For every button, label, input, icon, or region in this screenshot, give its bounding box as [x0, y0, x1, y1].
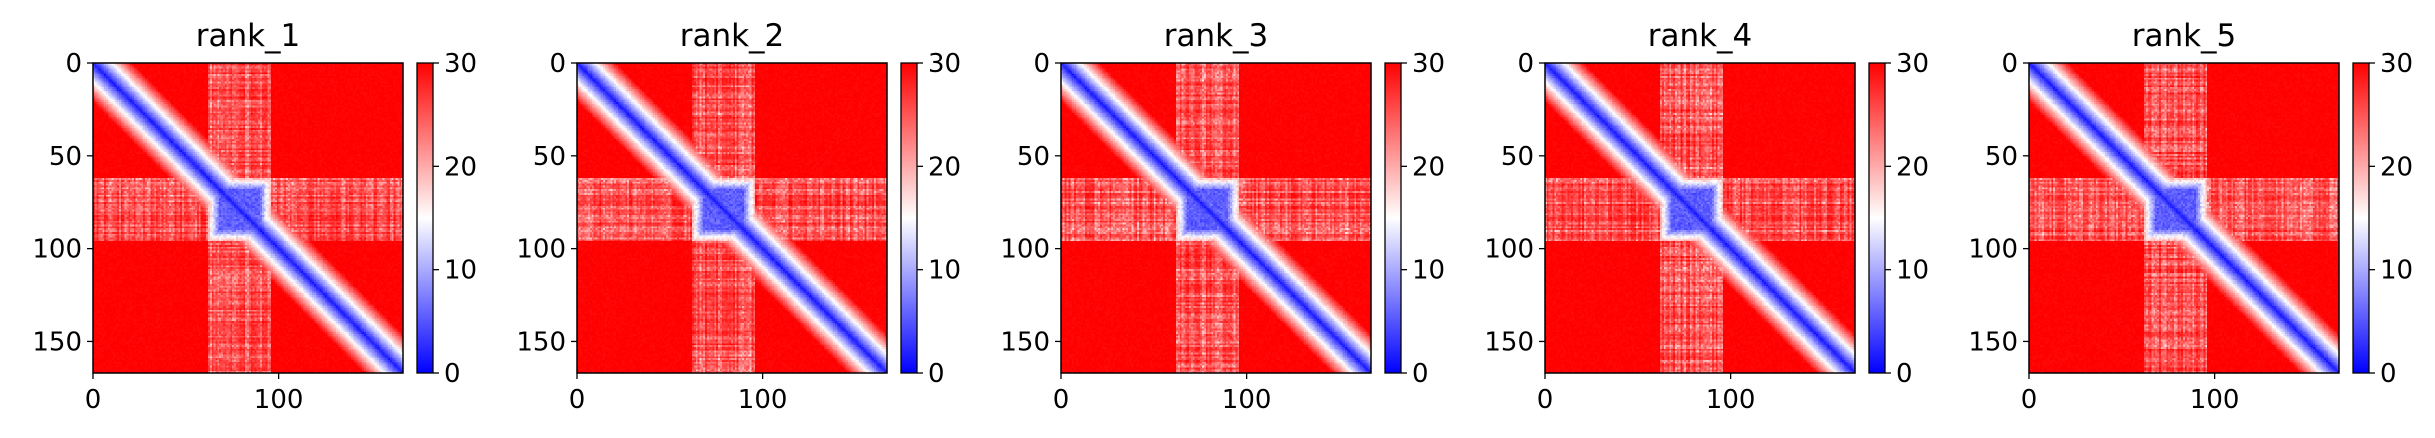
panel-1-title: rank_1: [196, 18, 301, 54]
panel-5-x-tick-label: 0: [2021, 385, 2038, 415]
panel-1-y-tick-label: 150: [32, 327, 82, 357]
panel-1-heatmap: [93, 63, 403, 373]
panel-3-x-tick-label: 100: [1222, 385, 1272, 415]
panel-4-y-tick-label: 50: [1501, 142, 1534, 172]
panel-5-y-tick-label: 0: [2001, 49, 2018, 79]
panel-3-title: rank_3: [1164, 18, 1269, 54]
panel-1-frame: [92, 62, 404, 374]
panel-5-y-tick-label: 100: [1968, 235, 2018, 265]
panel-1-colorbar-tick-label: 0: [444, 359, 461, 389]
panel-1-colorbar-tick-label: 10: [444, 256, 477, 286]
panel-4-y-tick-label: 150: [1484, 327, 1534, 357]
panel-3-colorbar: [1384, 62, 1402, 374]
panel-5-y-tick-label: 150: [1968, 327, 2018, 357]
panel-4-y-tick-label: 100: [1484, 235, 1534, 265]
panel-4-colorbar-tick-label: 20: [1896, 152, 1929, 182]
panel-4-colorbar-tick-label: 0: [1896, 359, 1913, 389]
panel-1-colorbar-tick-label: 30: [444, 49, 477, 79]
panel-2-x-tick-label: 0: [569, 385, 586, 415]
panel-2-y-tick-label: 150: [516, 327, 566, 357]
panel-3-colorbar-tick-label: 20: [1412, 152, 1445, 182]
panel-5-colorbar-tick-label: 30: [2380, 49, 2413, 79]
panel-4-title: rank_4: [1648, 18, 1753, 54]
panel-4-y-tick-label: 0: [1517, 49, 1534, 79]
panel-5-title: rank_5: [2132, 18, 2237, 54]
panel-2-colorbar-tick-label: 0: [928, 359, 945, 389]
panel-1-x-tick-label: 100: [254, 385, 304, 415]
panel-1-colorbar-tick-label: 20: [444, 152, 477, 182]
panel-2-colorbar: [900, 62, 918, 374]
panel-5-x-tick-label: 100: [2190, 385, 2240, 415]
panel-2-title: rank_2: [680, 18, 785, 54]
panel-2-frame: [576, 62, 888, 374]
panel-3-y-tick-label: 100: [1000, 235, 1050, 265]
panel-5-colorbar-tick-label: 10: [2380, 256, 2413, 286]
panel-4-x-tick-label: 100: [1706, 385, 1756, 415]
panel-2-colorbar-tick-label: 30: [928, 49, 961, 79]
panel-3-colorbar-tick-label: 0: [1412, 359, 1429, 389]
panel-1-y-tick-label: 50: [49, 142, 82, 172]
panel-2-colorbar-tick-label: 10: [928, 256, 961, 286]
panel-5-y-tick-label: 50: [1985, 142, 2018, 172]
panel-3-colorbar-tick-label: 10: [1412, 256, 1445, 286]
panel-3-colorbar-tick-label: 30: [1412, 49, 1445, 79]
panel-1-y-tick-label: 100: [32, 235, 82, 265]
panel-3-y-tick-label: 50: [1017, 142, 1050, 172]
panel-2-colorbar-tick-label: 20: [928, 152, 961, 182]
panel-5-frame: [2028, 62, 2340, 374]
panel-2-y-tick-label: 100: [516, 235, 566, 265]
panel-4-x-tick-label: 0: [1537, 385, 1554, 415]
panel-4-colorbar-tick-label: 10: [1896, 256, 1929, 286]
panel-3-y-tick-label: 150: [1000, 327, 1050, 357]
panel-2-y-tick-label: 50: [533, 142, 566, 172]
panel-4-heatmap: [1545, 63, 1855, 373]
panel-1-colorbar: [416, 62, 434, 374]
panel-5-colorbar: [2352, 62, 2370, 374]
panel-4-colorbar-tick-label: 30: [1896, 49, 1929, 79]
panel-5-heatmap: [2029, 63, 2339, 373]
panel-2-x-tick-label: 100: [738, 385, 788, 415]
panel-3-heatmap: [1061, 63, 1371, 373]
panel-3-x-tick-label: 0: [1053, 385, 1070, 415]
panel-3-y-tick-label: 0: [1033, 49, 1050, 79]
panel-3-frame: [1060, 62, 1372, 374]
panel-2-y-tick-label: 0: [549, 49, 566, 79]
panel-1-y-tick-label: 0: [65, 49, 82, 79]
panel-4-frame: [1544, 62, 1856, 374]
panel-2-heatmap: [577, 63, 887, 373]
panel-1-x-tick-label: 0: [85, 385, 102, 415]
panel-5-colorbar-tick-label: 20: [2380, 152, 2413, 182]
panel-5-colorbar-tick-label: 0: [2380, 359, 2397, 389]
panel-4-colorbar: [1868, 62, 1886, 374]
